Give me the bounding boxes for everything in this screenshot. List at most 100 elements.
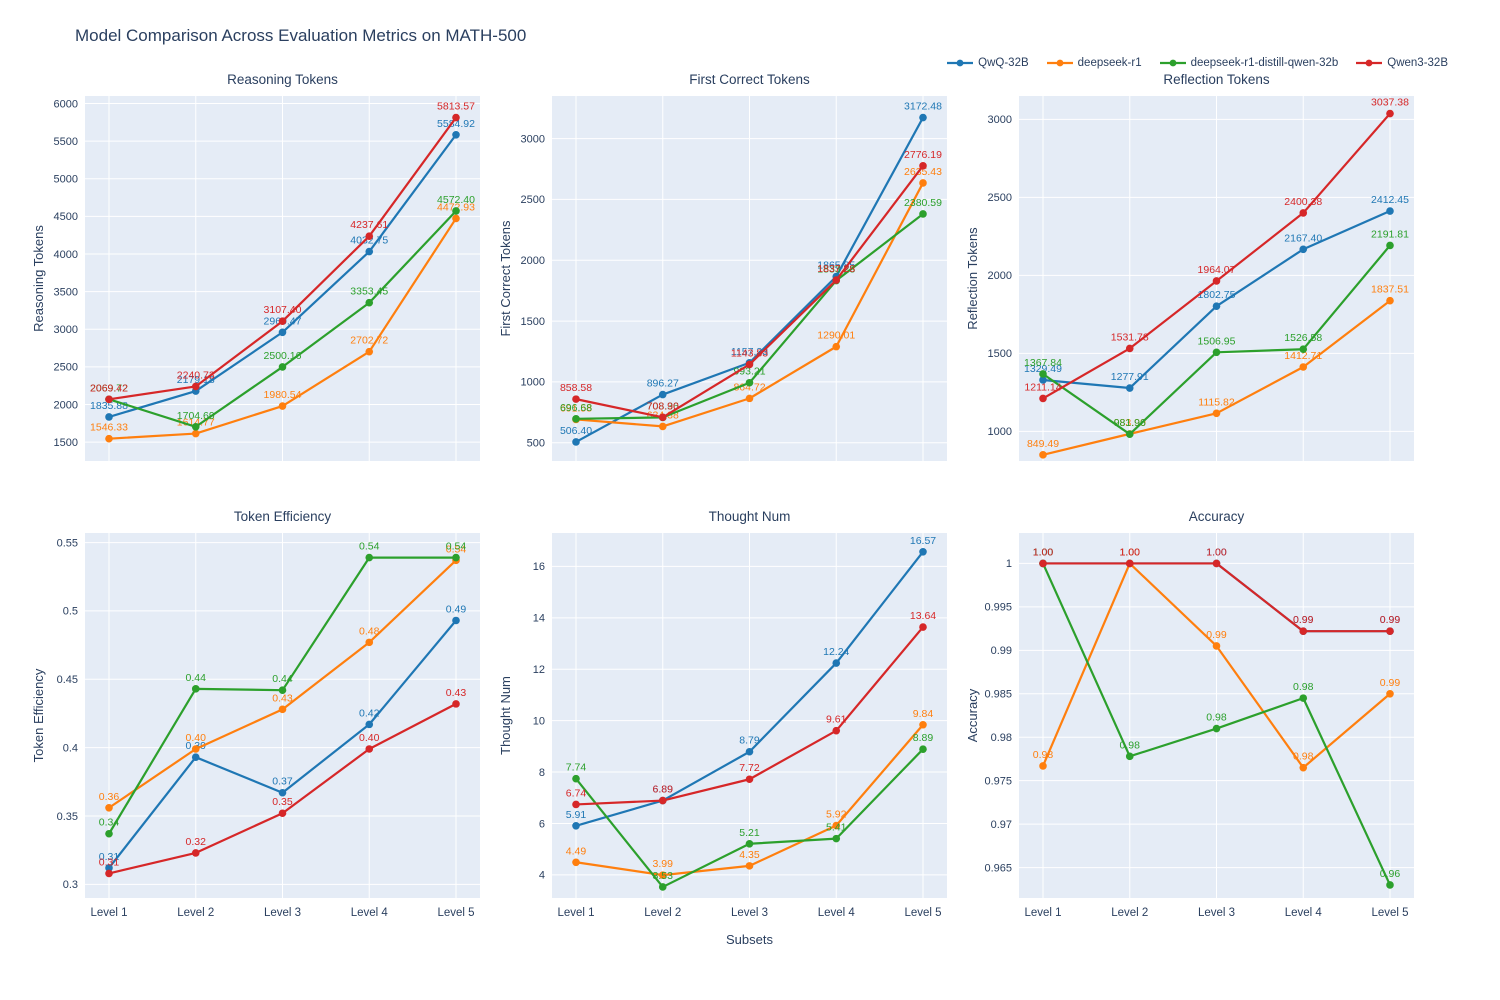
chart-title: Accuracy (1189, 509, 1245, 524)
svg-text:4500: 4500 (54, 211, 78, 223)
data-label: 864.72 (733, 381, 765, 393)
data-label: 2191.81 (1371, 228, 1409, 240)
data-label: 5.92 (826, 809, 847, 821)
data-label: 1.00 (1120, 546, 1141, 558)
data-label: 0.99 (1380, 614, 1401, 626)
svg-text:3000: 3000 (521, 133, 545, 145)
data-label: 2240.73 (177, 369, 215, 381)
svg-text:1500: 1500 (521, 316, 545, 328)
data-label: 0.44 (186, 672, 207, 684)
chart-svg-reflection-tokens: 1000 1500 2000 2500 3000 Reflection Tokens Ref… (965, 72, 1414, 461)
svg-text:2000: 2000 (521, 255, 545, 267)
y-axis-title: First Correct Tokens (498, 220, 513, 337)
svg-text:8: 8 (539, 767, 545, 779)
legend-marker-icon (1046, 59, 1073, 67)
data-label: 691.58 (560, 402, 592, 414)
legend-label: QwQ-32B (978, 57, 1029, 69)
data-label: 0.40 (186, 732, 207, 744)
svg-text:1000: 1000 (521, 377, 545, 389)
data-label: 3.53 (653, 870, 674, 882)
svg-text:Level 1: Level 1 (90, 907, 127, 919)
data-label: 0.98 (1293, 681, 1314, 693)
data-label: 1211.14 (1024, 381, 1061, 393)
legend-item-deepseek-r1-distill-qwen-32b[interactable]: deepseek-r1-distill-qwen-32b (1159, 57, 1339, 69)
data-label: 6.74 (566, 787, 587, 799)
data-label: 1143.83 (731, 347, 768, 359)
svg-text:1000: 1000 (988, 426, 1012, 438)
legend-item-deepseek-r1[interactable]: deepseek-r1 (1046, 57, 1142, 69)
data-label: 9.84 (913, 708, 934, 720)
legend-label: deepseek-r1-distill-qwen-32b (1190, 57, 1339, 69)
data-label: 1.00 (1033, 546, 1054, 558)
data-label: 13.64 (910, 610, 936, 622)
svg-text:0.965: 0.965 (984, 862, 1012, 874)
data-label: 1506.95 (1198, 335, 1236, 347)
data-label: 1277.91 (1111, 371, 1149, 383)
x-axis-title: Subsets (726, 932, 773, 947)
chart-title: Reasoning Tokens (227, 72, 338, 87)
data-label: 0.98 (1120, 739, 1141, 751)
legend-label: Qwen3-32B (1387, 57, 1448, 69)
data-label: 708.90 (647, 400, 679, 412)
data-label: 1290.01 (817, 330, 855, 342)
svg-text:0.4: 0.4 (63, 742, 78, 754)
chart-svg-first-correct-tokens: 500 1000 1500 2000 2500 3000 First Correct Tok… (498, 72, 947, 461)
y-axis-title: Thought Num (498, 676, 513, 755)
svg-text:Level 3: Level 3 (264, 907, 301, 919)
data-label: 1.00 (1120, 546, 1141, 558)
data-label: 3353.45 (350, 286, 388, 298)
chart-title: Reflection Tokens (1163, 72, 1270, 87)
data-label: 8.89 (913, 732, 934, 744)
svg-text:0.985: 0.985 (984, 689, 1012, 701)
legend-item-qwen3-32b[interactable]: Qwen3-32B (1356, 57, 1448, 69)
data-label: 1837.51 (1371, 284, 1409, 296)
page-title: Model Comparison Across Evaluation Metri… (75, 26, 527, 45)
data-label: 1.00 (1206, 546, 1227, 558)
data-label: 696.68 (560, 402, 592, 414)
data-label: 2500.16 (264, 350, 302, 362)
y-axis-title: Reflection Tokens (965, 227, 980, 330)
data-label: 7.74 (566, 762, 587, 774)
data-label: 0.54 (446, 541, 467, 553)
svg-text:3000: 3000 (988, 114, 1012, 126)
data-label: 1329.49 (1024, 363, 1062, 375)
data-label: 858.58 (560, 382, 592, 394)
data-label: 708.36 (647, 400, 679, 412)
data-label: 5.41 (826, 822, 847, 834)
chart-panel-first-correct-tokens: 500 1000 1500 2000 2500 3000 First Correct Tok… (497, 68, 967, 488)
data-label: 8.79 (739, 735, 760, 747)
data-label: 0.99 (1206, 629, 1227, 641)
data-label: 0.98 (1033, 749, 1054, 761)
legend-marker-icon (947, 59, 974, 67)
chart-title: First Correct Tokens (689, 72, 810, 87)
svg-text:2500: 2500 (54, 362, 78, 374)
data-label: 0.36 (99, 791, 120, 803)
svg-text:0.35: 0.35 (57, 811, 78, 823)
svg-text:0.975: 0.975 (984, 775, 1012, 787)
data-label: 1802.75 (1198, 289, 1236, 301)
svg-text:1: 1 (1006, 558, 1012, 570)
svg-text:1500: 1500 (54, 437, 78, 449)
svg-text:Level 1: Level 1 (557, 907, 594, 919)
data-label: 0.96 (1380, 868, 1401, 880)
data-label: 4572.40 (437, 194, 475, 206)
data-label: 3107.40 (264, 304, 302, 316)
svg-text:3000: 3000 (54, 324, 78, 336)
data-label: 5813.57 (437, 101, 475, 113)
svg-text:0.98: 0.98 (991, 732, 1012, 744)
data-label: 2776.19 (904, 149, 942, 161)
data-label: 1.00 (1120, 546, 1141, 558)
legend-item-qwq-32b[interactable]: QwQ-32B (947, 57, 1029, 69)
data-label: 0.99 (1380, 677, 1401, 689)
data-label: 0.54 (446, 543, 467, 555)
data-label: 0.49 (446, 603, 467, 615)
data-label: 0.42 (359, 707, 380, 719)
svg-text:Level 2: Level 2 (1111, 907, 1148, 919)
svg-text:4000: 4000 (54, 249, 78, 261)
legend-marker-icon (1356, 59, 1383, 67)
data-label: 0.31 (99, 851, 120, 863)
data-label: 0.48 (359, 625, 380, 637)
svg-text:4: 4 (539, 870, 545, 882)
svg-text:Level 3: Level 3 (1198, 907, 1235, 919)
